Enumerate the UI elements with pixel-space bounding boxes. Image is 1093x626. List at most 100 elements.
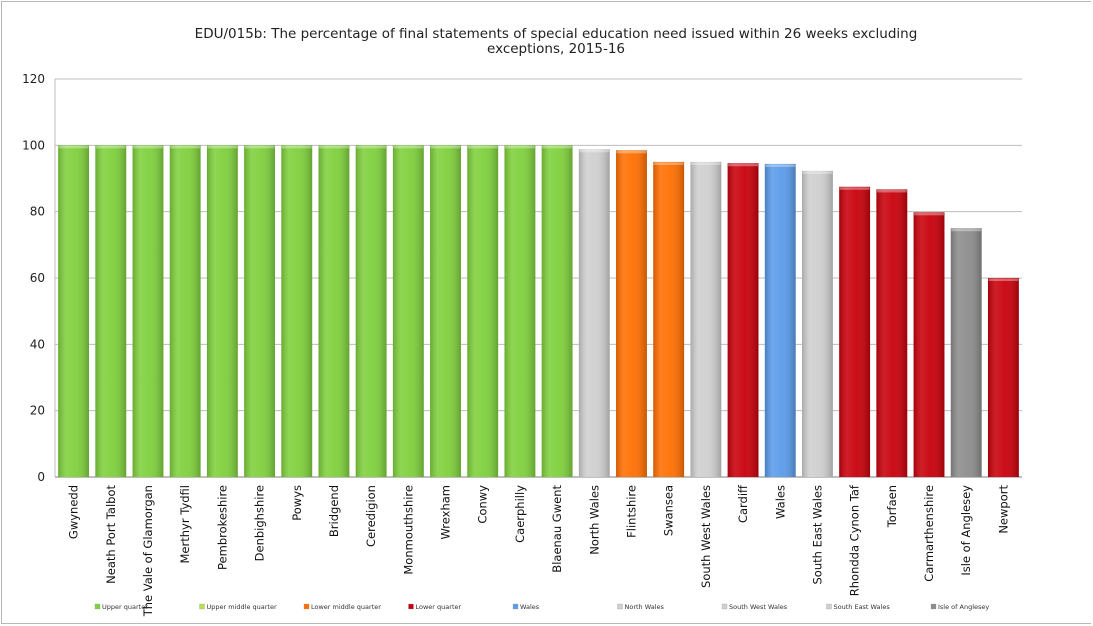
bars	[58, 145, 1019, 478]
bar-newport	[987, 278, 1019, 477]
legend-label: South West Wales	[729, 603, 788, 611]
bar-highlight	[951, 228, 982, 232]
x-tick-label: The Vale of Glamorgan	[141, 485, 155, 617]
bar-highlight	[988, 278, 1019, 281]
bar-swansea	[653, 161, 685, 477]
bar-highlight	[207, 145, 238, 149]
bar-highlight	[876, 189, 907, 193]
legend-item-lower-middle-quarter: Lower middle quarter	[303, 603, 381, 611]
bar-shading	[764, 163, 796, 477]
bar-shading	[987, 278, 1019, 477]
legend-item-wales: Wales	[512, 603, 540, 611]
x-axis-labels: Gwynedd Neath Port Talbot The Vale of Glam…	[67, 484, 1011, 617]
legend-label: Isle of Anglesey	[938, 603, 989, 611]
bar-torfaen	[876, 189, 908, 477]
bar-highlight	[467, 145, 498, 149]
x-tick-label: Pembrokeshire	[215, 485, 229, 570]
legend-label: South East Wales	[834, 603, 891, 611]
x-tick-label: Neath Port Talbot	[104, 485, 118, 584]
legend-label: Lower quarter	[416, 603, 462, 611]
legend-label: Wales	[520, 603, 540, 611]
x-tick-label: South East Wales	[810, 485, 824, 585]
bar-shading	[876, 189, 908, 477]
x-tick-label: Ceredigion	[364, 485, 378, 547]
x-tick-label: Rhondda Cynon Taf	[848, 484, 862, 596]
bar-shading	[95, 145, 127, 478]
legend-swatch	[303, 603, 310, 610]
legend-item-isle-of-anglesey: Isle of Anglesey	[930, 603, 989, 611]
bar-shading	[132, 145, 164, 478]
legend-swatch	[408, 603, 414, 610]
legend-swatch	[930, 603, 937, 610]
bar-south-west-wales	[690, 161, 722, 477]
y-tick-label: 100	[22, 138, 45, 152]
x-tick-label: Powys	[290, 485, 304, 521]
x-tick-label: Isle of Anglesey	[959, 485, 973, 576]
bar-highlight	[579, 149, 610, 153]
legend-swatch	[721, 603, 728, 610]
bar-highlight	[95, 145, 126, 149]
legend-item-south-east-wales: South East Wales	[826, 603, 891, 611]
bar-highlight	[58, 145, 89, 149]
x-tick-label: Bridgend	[327, 485, 341, 537]
bar-denbighshire	[244, 145, 275, 478]
bar-neath-port-talbot	[95, 145, 127, 478]
x-tick-label: Torfaen	[885, 485, 899, 528]
bar-highlight	[319, 145, 349, 149]
legend-label: Upper middle quarter	[207, 603, 277, 611]
bar-wales	[764, 163, 796, 477]
bar-caerphilly	[504, 145, 536, 478]
x-tick-label: Wales	[773, 485, 787, 519]
x-tick-label: Cardiff	[736, 484, 750, 523]
y-tick-label: 120	[22, 72, 45, 86]
bar-highlight	[430, 145, 461, 149]
bar-shading	[281, 145, 313, 478]
y-tick-label: 80	[30, 205, 45, 219]
legend-label: Upper quarter	[102, 603, 148, 611]
x-tick-label: Blaenau Gwent	[550, 485, 564, 573]
bar-wrexham	[430, 145, 461, 478]
legend-item-upper-quarter: Upper quarter	[94, 603, 148, 611]
x-tick-label: Caerphilly	[513, 485, 527, 543]
bar-monmouthshire	[392, 145, 424, 478]
bar-shading	[392, 145, 424, 478]
bar-highlight	[690, 162, 721, 165]
chart-title-line-1: EDU/015b: The percentage of final statem…	[195, 26, 918, 42]
x-tick-label: Monmouthshire	[401, 485, 415, 575]
x-tick-label: South West Wales	[699, 485, 713, 588]
bar-bridgend	[318, 145, 350, 478]
bar-shading	[355, 145, 387, 478]
x-tick-label: North Wales	[587, 485, 601, 555]
bar-highlight	[765, 164, 796, 167]
bar-highlight	[170, 145, 201, 149]
bar-gwynedd	[58, 145, 90, 478]
x-tick-label: Wrexham	[439, 485, 453, 540]
bar-rhondda-cynon-taf	[839, 186, 871, 477]
x-tick-label: Flintshire	[624, 485, 638, 538]
bar-conwy	[467, 145, 499, 478]
y-tick-label: 20	[30, 404, 45, 418]
bar-shading	[169, 145, 201, 478]
bar-the-vale-of-glamorgan	[132, 145, 164, 478]
x-tick-label: Denbighshire	[253, 485, 267, 561]
legend: Upper quarter Upper middle quarter Lower m…	[94, 603, 989, 611]
y-tick-label: 60	[30, 271, 45, 285]
legend-item-lower-quarter: Lower quarter	[408, 603, 462, 611]
legend-item-south-west-wales: South West Wales	[721, 603, 788, 611]
bar-shading	[690, 161, 722, 477]
bar-shading	[206, 145, 238, 478]
legend-swatch	[199, 603, 205, 610]
legend-swatch	[826, 603, 832, 610]
bar-north-wales	[578, 149, 610, 477]
bar-pembrokeshire	[206, 145, 238, 478]
legend-swatch	[512, 603, 519, 610]
bar-shading	[244, 145, 275, 478]
bar-highlight	[914, 212, 944, 216]
x-tick-label: Swansea	[662, 485, 676, 536]
bar-blaenau-gwent	[541, 145, 573, 478]
legend-item-north-wales: North Wales	[617, 603, 665, 611]
x-tick-label: Merthyr Tydfil	[178, 485, 192, 564]
bar-shading	[616, 150, 647, 477]
bar-shading	[802, 170, 833, 477]
